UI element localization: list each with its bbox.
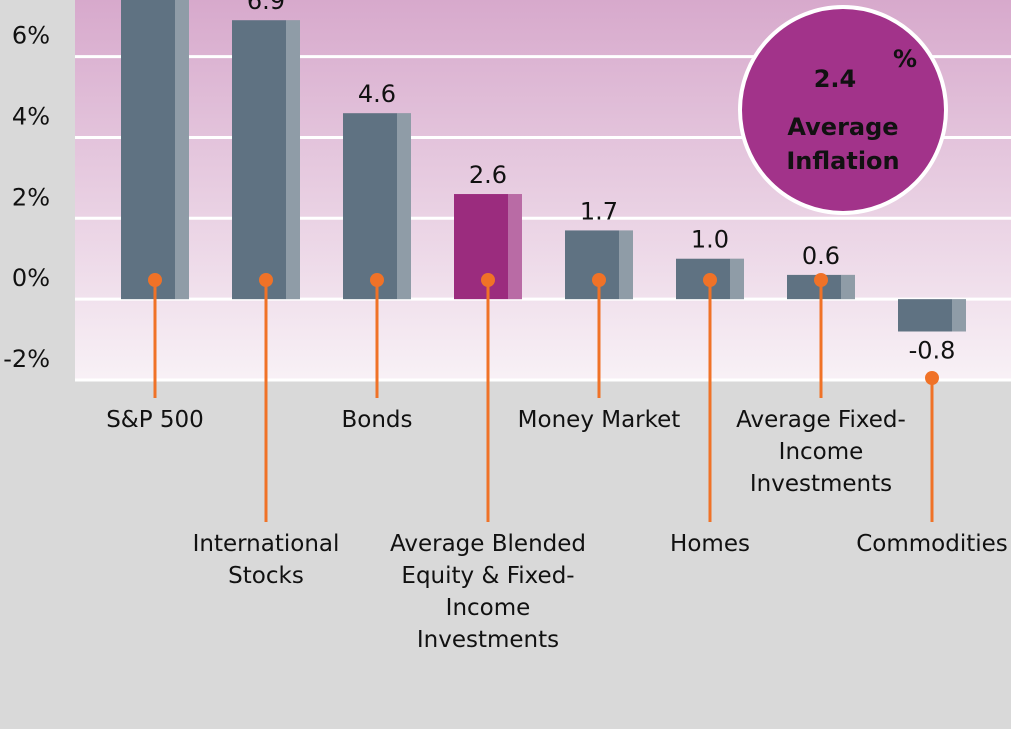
x-tick-label: S&P 500 [106, 407, 204, 433]
leader-dot [814, 273, 828, 287]
leader-dot [481, 273, 495, 287]
value-label: 1.0 [691, 226, 729, 254]
bar [121, 0, 189, 300]
leader-dot [148, 273, 162, 287]
bar [343, 113, 411, 300]
x-tick-label: Homes [670, 531, 750, 557]
value-label: 4.6 [358, 80, 396, 108]
bar-shade [508, 194, 522, 300]
leader-dot [925, 371, 939, 385]
bar-shade [286, 20, 300, 300]
leader-dot [259, 273, 273, 287]
badge-circle [738, 5, 948, 215]
bar-shade [175, 0, 189, 300]
badge-label: Inflation [786, 147, 899, 175]
value-label: 0.6 [802, 242, 840, 270]
x-tick-label: Bonds [341, 407, 413, 433]
value-label: 1.7 [580, 197, 618, 225]
badge-label: Average [787, 113, 898, 141]
leader-dot [592, 273, 606, 287]
x-tick-label: Average Fixed-Income Investments [736, 407, 906, 497]
bar-shade [952, 299, 966, 332]
bar-group [232, 20, 300, 300]
x-tick-label: International Stocks [192, 531, 340, 589]
bar-group [343, 113, 411, 300]
y-tick-label: 4% [12, 102, 50, 130]
bar-shade [397, 113, 411, 300]
x-tick-label: Average Blended Equity & Fixed-Income In… [389, 531, 586, 653]
leader-dot [703, 273, 717, 287]
y-tick-label: -2% [3, 345, 50, 373]
bar [232, 20, 300, 300]
badge-unit: % [893, 45, 917, 73]
y-tick-label: 6% [12, 22, 50, 50]
x-tick-label: Money Market [517, 407, 681, 433]
leader-dot [370, 273, 384, 287]
badge-value: 2.4 [814, 65, 857, 93]
bar-group [121, 0, 189, 300]
y-tick-label: 2% [12, 183, 50, 211]
value-label: -0.8 [909, 336, 956, 364]
value-label: 2.6 [469, 161, 507, 189]
inflation-badge: 2.4% Average Inflation [738, 5, 948, 215]
value-label: 6.9 [247, 0, 285, 15]
bar [898, 299, 966, 332]
x-tick-label: Commodities [856, 531, 1008, 557]
y-tick-label: 0% [12, 264, 50, 292]
bar-shade [841, 274, 855, 300]
bar-shade [730, 258, 744, 300]
bar-shade [619, 230, 633, 300]
bar-group [898, 299, 966, 332]
